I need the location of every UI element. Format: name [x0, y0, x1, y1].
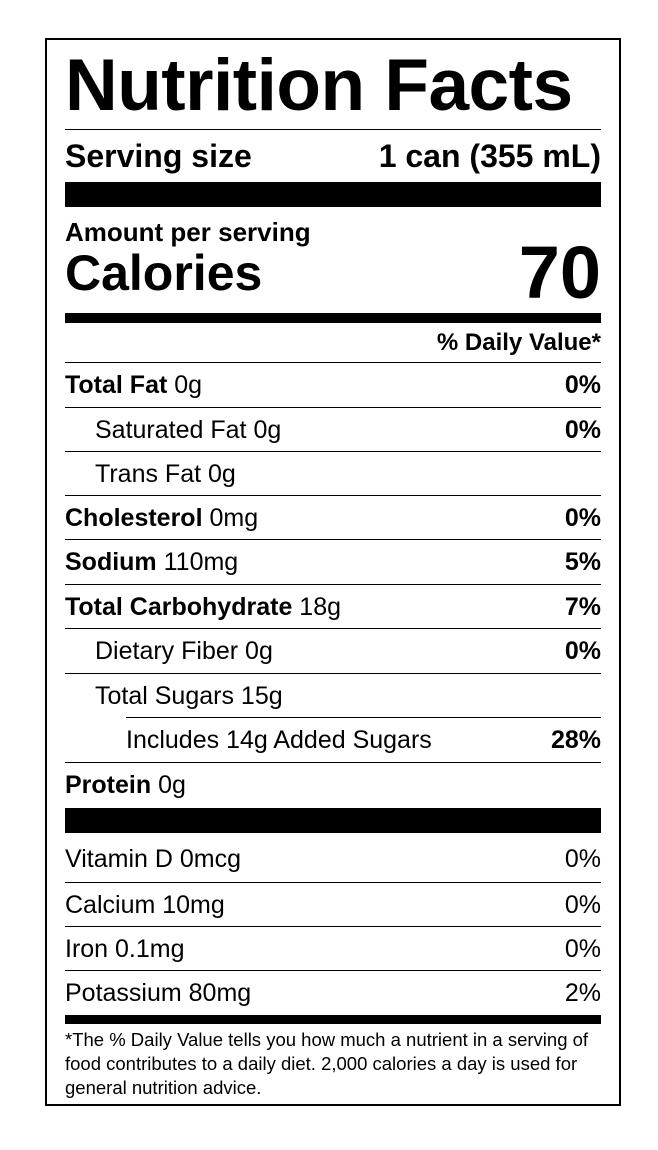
nutrient-row-total-fat: Total Fat 0g 0% [65, 363, 601, 407]
nutrient-dv: 0% [564, 503, 601, 532]
divider [65, 495, 601, 496]
calories-row: Calories 70 [65, 231, 601, 314]
vitamin-text: Calcium 10mg [65, 890, 225, 919]
vitamin-dv: 2% [564, 978, 601, 1007]
nutrient-row-saturated-fat: Saturated Fat 0g 0% [95, 408, 601, 452]
divider [126, 717, 601, 718]
divider [65, 926, 601, 927]
nutrient-name: Total Carbohydrate [65, 592, 293, 621]
vitamin-text: Iron 0.1mg [65, 934, 185, 963]
nutrient-row-added-sugars: Includes 14g Added Sugars 28% [126, 718, 601, 762]
divider [65, 407, 601, 408]
nutrient-dv: 0% [564, 415, 601, 444]
amount-per-serving: Amount per serving [65, 217, 311, 247]
nutrient-row-protein: Protein 0g [65, 763, 601, 807]
divider [65, 129, 601, 130]
vitamin-row-calcium: Calcium 10mg 0% [65, 883, 601, 927]
vitamin-row-potassium: Potassium 80mg 2% [65, 971, 601, 1015]
nutrient-amount: 0g [245, 636, 273, 665]
nutrient-dv: 0% [564, 636, 601, 665]
vitamin-text: Vitamin D 0mcg [65, 844, 241, 873]
label-content: Nutrition Facts Serving size 1 can (355 … [65, 40, 601, 1104]
nutrient-name: Total Fat [65, 370, 168, 399]
nutrient-name: Dietary Fiber [95, 636, 239, 665]
vitamin-row-vitamin-d: Vitamin D 0mcg 0% [65, 837, 601, 881]
serving-size-label: Serving size [65, 137, 252, 174]
vitamin-row-iron: Iron 0.1mg 0% [65, 927, 601, 971]
divider [65, 539, 601, 540]
nutrient-amount: 0g [174, 370, 203, 399]
divider [65, 628, 601, 629]
calories-value: 70 [518, 231, 601, 314]
divider [65, 362, 601, 363]
vitamin-text: Potassium 80mg [65, 978, 252, 1007]
nutrient-row-dietary-fiber: Dietary Fiber 0g 0% [95, 629, 601, 673]
label-title: Nutrition Facts [65, 45, 573, 126]
divider [65, 762, 601, 763]
thick-divider [65, 808, 601, 833]
nutrient-text: Includes 14g Added Sugars [126, 725, 432, 754]
nutrient-name: Total Sugars [95, 681, 234, 710]
calories-label: Calories [65, 245, 263, 301]
medium-divider [65, 1015, 601, 1024]
divider [65, 970, 601, 971]
medium-divider [65, 313, 601, 323]
nutrient-dv: 5% [564, 547, 601, 576]
divider [65, 584, 601, 585]
serving-size-value: 1 can (355 mL) [378, 137, 601, 174]
thick-divider [65, 182, 601, 207]
daily-value-footnote: *The % Daily Value tells you how much a … [65, 1029, 589, 1098]
serving-size-row: Serving size 1 can (355 mL) [65, 136, 601, 176]
nutrition-facts-label: Nutrition Facts Serving size 1 can (355 … [45, 38, 621, 1106]
divider [65, 673, 601, 674]
nutrient-name: Cholesterol [65, 503, 203, 532]
nutrient-amount: 15g [240, 681, 283, 710]
nutrient-amount: 110mg [163, 547, 239, 576]
nutrient-name: Trans Fat [95, 459, 202, 488]
vitamin-dv: 0% [564, 844, 601, 873]
nutrient-amount: 18g [299, 592, 342, 621]
nutrient-name: Protein [65, 770, 152, 799]
daily-value-header: % Daily Value* [436, 329, 601, 356]
nutrient-amount: 0g [158, 770, 186, 799]
nutrient-dv: 7% [564, 592, 601, 621]
nutrient-name: Saturated Fat [95, 415, 247, 444]
nutrient-amount: 0g [253, 415, 282, 444]
nutrient-amount: 0g [208, 459, 236, 488]
nutrient-row-trans-fat: Trans Fat 0g [95, 452, 601, 496]
nutrient-name: Sodium [65, 547, 157, 576]
nutrient-row-cholesterol: Cholesterol 0mg 0% [65, 496, 601, 540]
vitamin-dv: 0% [564, 890, 601, 919]
divider [65, 451, 601, 452]
nutrient-row-sodium: Sodium 110mg 5% [65, 540, 601, 584]
vitamin-dv: 0% [564, 934, 601, 963]
nutrient-amount: 0mg [209, 503, 259, 532]
nutrient-dv: 0% [564, 370, 601, 399]
divider [65, 882, 601, 883]
nutrient-row-total-sugars: Total Sugars 15g [95, 674, 601, 718]
nutrient-row-total-carbohydrate: Total Carbohydrate 18g 7% [65, 585, 601, 629]
nutrient-dv: 28% [550, 725, 601, 754]
